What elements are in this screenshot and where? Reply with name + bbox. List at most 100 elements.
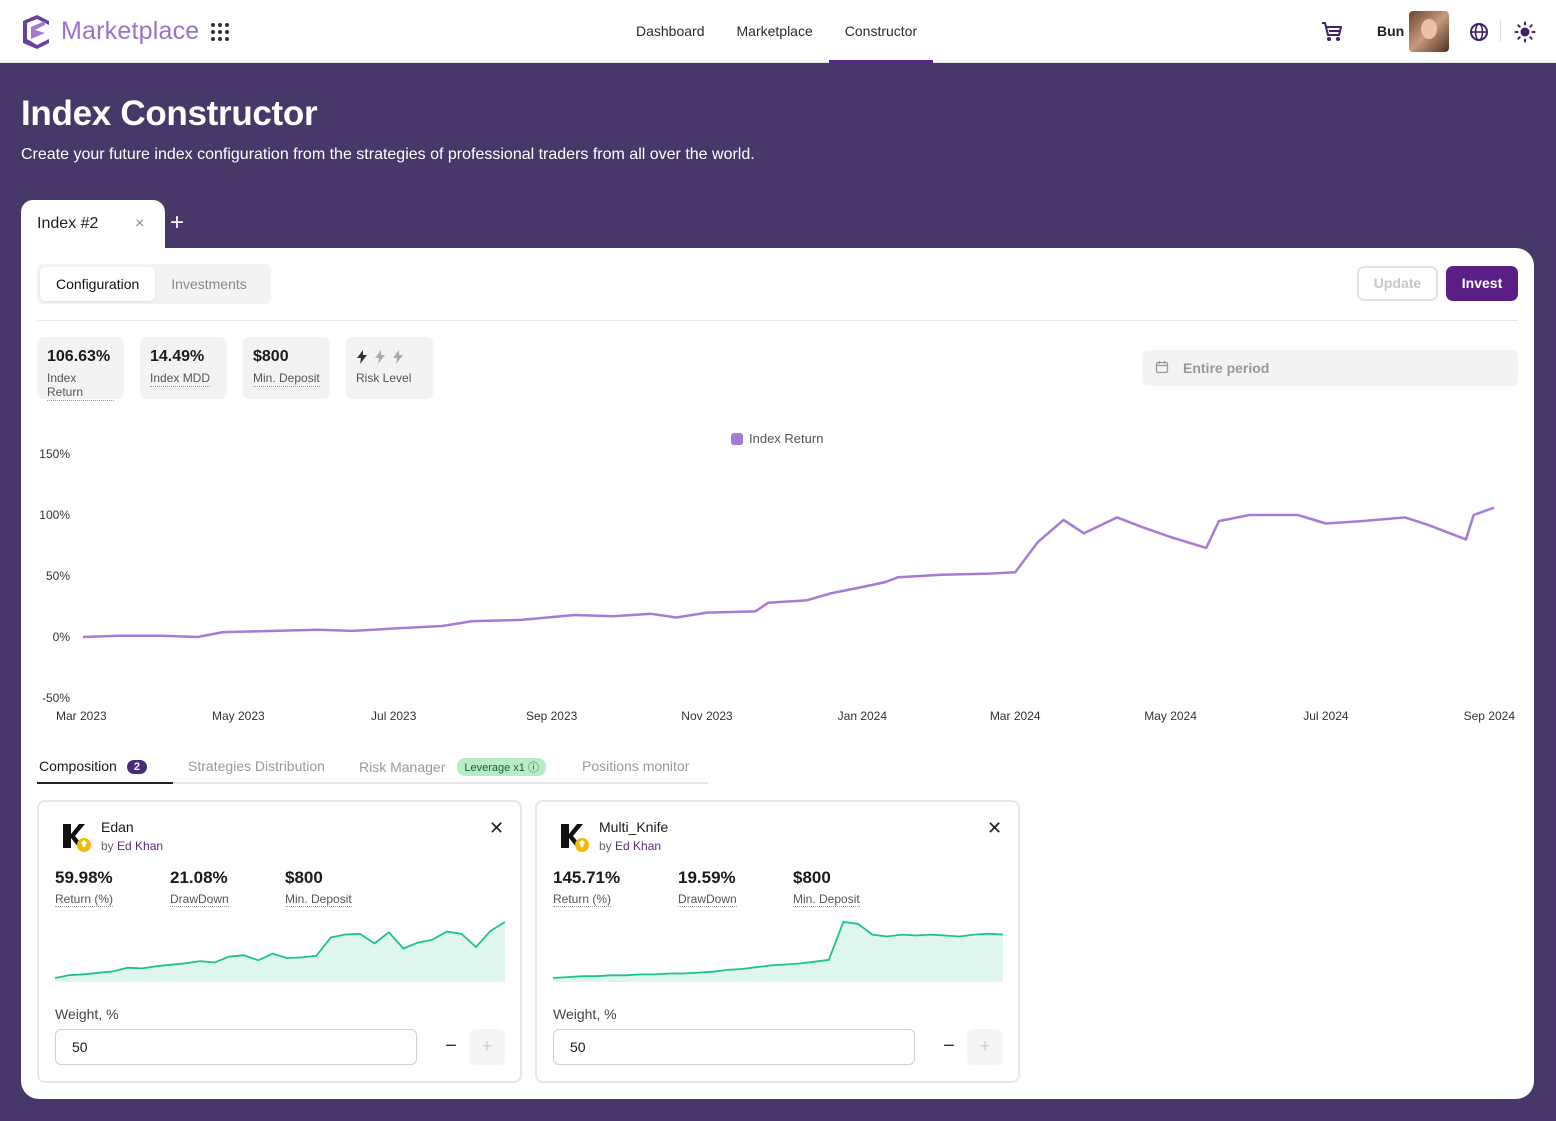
legend-label: Index Return <box>749 431 824 446</box>
y-tick-label: 0% <box>53 630 71 644</box>
close-icon[interactable]: ✕ <box>987 818 1003 838</box>
author-link[interactable]: Ed Khan <box>615 839 662 853</box>
tab-positions-monitor[interactable]: Positions monitor <box>582 758 690 774</box>
strategy-logo-icon <box>63 824 91 852</box>
metric-return: 145.71% Return (%) <box>553 868 620 908</box>
invest-button[interactable]: Invest <box>1446 266 1518 301</box>
metric-min-deposit: $800 Min. Deposit <box>793 868 860 908</box>
index-tab[interactable]: Index #2 × <box>21 200 165 250</box>
period-placeholder: Entire period <box>1183 360 1270 376</box>
metric-label: Min. Deposit <box>793 892 860 907</box>
divider <box>37 320 1518 321</box>
globe-icon[interactable] <box>1469 22 1489 42</box>
strategy-author: by Ed Khan <box>599 839 661 853</box>
metric-label: DrawDown <box>170 892 229 907</box>
sparkline-area <box>55 922 505 982</box>
metric-value: 19.59% <box>678 868 736 887</box>
stat-min-deposit: $800 Min. Deposit <box>243 337 330 399</box>
divider <box>1500 20 1501 42</box>
bolt-icon <box>357 350 367 364</box>
metric-label: Return (%) <box>553 892 612 907</box>
stat-index-mdd: 14.49% Index MDD <box>140 337 227 399</box>
avatar[interactable] <box>1409 11 1449 52</box>
metric-label: Min. Deposit <box>285 892 352 907</box>
chart-legend: Index Return <box>731 431 823 446</box>
nav-dashboard[interactable]: Dashboard <box>636 23 705 39</box>
metric-value: 21.08% <box>170 868 228 887</box>
strategy-card: Multi_Knife by Ed Khan ✕ 145.71% Return … <box>535 800 1020 1083</box>
decrement-button[interactable]: − <box>943 1035 955 1057</box>
brand-logo[interactable]: Marketplace <box>19 13 199 49</box>
weight-input[interactable]: 50 <box>553 1029 915 1065</box>
logo-icon <box>23 15 49 49</box>
tab-composition[interactable]: Composition 2 <box>39 758 147 774</box>
top-bar: Marketplace Dashboard Marketplace Constr… <box>0 0 1556 63</box>
close-icon[interactable]: ✕ <box>489 818 505 838</box>
stat-label: Risk Level <box>356 371 412 385</box>
calendar-icon <box>1155 361 1169 374</box>
update-button[interactable]: Update <box>1357 266 1438 301</box>
index-return-chart: 150% 100% 50% 0% -50% Mar 2023 May 2023 Jul 202… <box>39 447 1516 723</box>
sparkline-area <box>553 922 1003 982</box>
strategy-author: by Ed Khan <box>101 839 163 853</box>
author-prefix: by <box>599 839 612 853</box>
page-subtitle: Create your future index configuration f… <box>21 146 755 163</box>
author-prefix: by <box>101 839 114 853</box>
author-link[interactable]: Ed Khan <box>117 839 164 853</box>
stat-label: Min. Deposit <box>253 371 320 387</box>
decrement-button[interactable]: − <box>445 1035 457 1057</box>
metric-drawdown: 21.08% DrawDown <box>170 868 229 908</box>
active-tab-indicator <box>37 782 173 784</box>
sun-icon[interactable] <box>1514 21 1536 43</box>
x-tick-label: Sep 2024 <box>1464 709 1516 723</box>
metric-label: Return (%) <box>55 892 114 907</box>
apps-grid-icon[interactable] <box>211 23 229 41</box>
metric-value: 145.71% <box>553 868 621 887</box>
x-tick-label: Jan 2024 <box>838 709 888 723</box>
bolt-icon <box>375 350 385 364</box>
tab-configuration[interactable]: Configuration <box>40 267 156 301</box>
x-tick-label: Jul 2023 <box>371 709 417 723</box>
stat-label: Index MDD <box>150 371 211 387</box>
metric-value: $800 <box>793 868 831 887</box>
sparkline-line <box>553 921 1003 979</box>
tab-risk-manager[interactable]: Risk Manager Leverage x1 ⓘ <box>359 758 546 776</box>
tab-strategies-distribution[interactable]: Strategies Distribution <box>188 758 325 774</box>
y-tick-label: 100% <box>39 508 70 522</box>
series-line <box>82 506 1495 639</box>
info-icon: ⓘ <box>527 762 539 774</box>
period-picker[interactable]: Entire period <box>1142 350 1518 386</box>
weight-input[interactable]: 50 <box>55 1029 417 1065</box>
tab-investments[interactable]: Investments <box>171 276 247 292</box>
x-tick-label: May 2024 <box>1144 709 1197 723</box>
stat-label: Index Return <box>47 371 114 401</box>
stat-risk-level: Risk Level <box>346 337 433 399</box>
close-icon[interactable]: × <box>135 215 145 232</box>
stat-value: 14.49% <box>150 348 205 365</box>
sparkline-line <box>55 921 505 979</box>
y-tick-label: -50% <box>42 691 70 705</box>
index-panel: Configuration Investments Update Invest … <box>21 248 1534 1099</box>
leverage-badge: Leverage x1 ⓘ <box>457 758 546 776</box>
cart-icon[interactable] <box>1320 20 1344 44</box>
weight-label: Weight, % <box>55 1006 119 1022</box>
metric-return: 59.98% Return (%) <box>55 868 114 908</box>
weight-label: Weight, % <box>553 1006 617 1022</box>
strategy-card: Edan by Ed Khan ✕ 59.98% Return (%) 21.0… <box>37 800 522 1083</box>
tab-label: Risk Manager <box>359 759 446 775</box>
risk-level-indicator <box>356 350 423 364</box>
add-tab-button[interactable]: + <box>170 209 185 236</box>
x-tick-label: Jul 2024 <box>1303 709 1349 723</box>
page-title: Index Constructor <box>21 94 318 133</box>
nav-constructor[interactable]: Constructor <box>828 0 934 63</box>
metric-value: $800 <box>285 868 323 887</box>
metric-value: 59.98% <box>55 868 113 887</box>
metric-label: DrawDown <box>678 892 737 907</box>
increment-button[interactable]: + <box>967 1029 1003 1065</box>
brand-name: Marketplace <box>61 16 200 45</box>
main-nav: Dashboard Marketplace Constructor <box>620 0 934 63</box>
x-tick-label: Nov 2023 <box>681 709 733 723</box>
user-name[interactable]: Bun <box>1377 23 1405 39</box>
nav-marketplace[interactable]: Marketplace <box>736 23 813 39</box>
increment-button[interactable]: + <box>469 1029 505 1065</box>
